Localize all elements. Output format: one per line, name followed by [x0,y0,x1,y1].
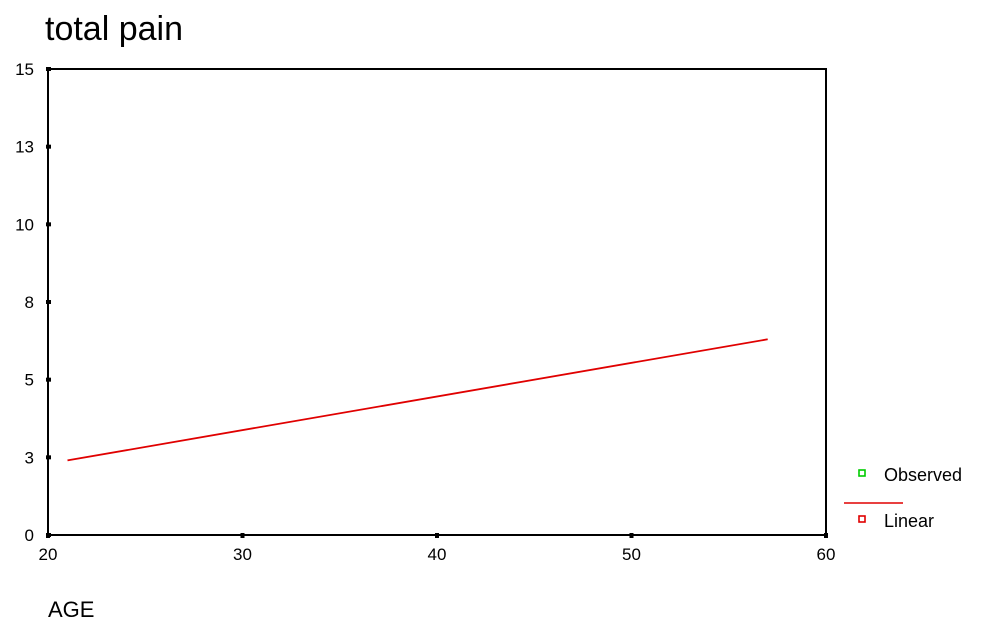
y-axis: 0 3 5 8 10 13 15 [15,60,51,545]
series-line-linear [67,338,768,462]
y-tick-label: 13 [15,138,34,157]
plot-frame [47,68,827,536]
y-tick-label: 8 [25,293,34,312]
legend: Observed Linear [844,465,962,531]
x-tick [435,533,439,538]
legend-label-observed: Observed [884,465,962,485]
y-tick [46,67,51,71]
square-hollow-icon [858,515,866,523]
x-tick-label: 20 [39,545,58,564]
x-tick [824,533,828,538]
y-tick-label: 10 [15,215,34,234]
x-tick-label: 50 [622,545,641,564]
x-axis: 20 30 40 50 60 [39,533,836,564]
x-tick-label: 30 [233,545,252,564]
y-tick-label: 3 [25,448,34,467]
chart-title: total pain [45,10,183,48]
x-tick [240,533,245,538]
y-tick [46,300,51,304]
plot-border [47,68,827,536]
y-tick [46,455,51,460]
y-tick-label: 15 [15,60,34,79]
x-tick-label: 60 [817,545,836,564]
square-hollow-icon [858,469,866,477]
y-tick-label: 0 [25,526,34,545]
legend-label-linear: Linear [884,511,934,531]
x-tick-label: 40 [428,545,447,564]
series-layer [67,338,768,462]
x-tick [46,533,50,538]
y-tick [46,144,51,149]
y-tick [46,377,51,382]
x-axis-label: AGE [48,597,94,622]
y-tick-label: 5 [25,371,34,390]
y-tick [46,222,51,227]
x-tick [629,533,634,538]
